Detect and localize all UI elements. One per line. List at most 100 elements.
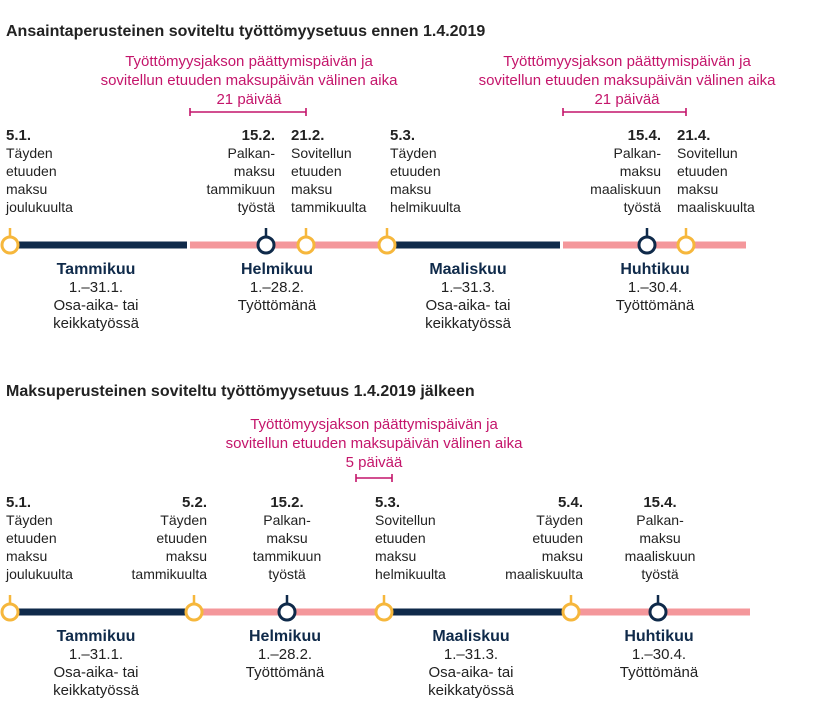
month-detail-line: 1.–31.3.	[441, 279, 495, 296]
event-description-line: tammikuun	[253, 548, 321, 564]
month-detail-line: keikkatyössä	[425, 315, 512, 332]
month-name: Huhtikuu	[620, 261, 689, 278]
event-description-line: Täyden	[6, 145, 53, 161]
event-date: 5.4.	[558, 494, 583, 511]
event-date: 5.1.	[6, 127, 31, 144]
event-description-line: etuuden	[6, 530, 57, 546]
event-date: 15.4.	[628, 127, 661, 144]
event-date: 5.2.	[182, 494, 207, 511]
event-description-line: etuuden	[677, 163, 728, 179]
event-description-line: maksu	[375, 548, 416, 564]
event-label: 5.4.Täyden etuuden maksu maaliskuulta	[505, 494, 583, 582]
benefit-payment-marker	[296, 235, 316, 255]
month-name: Helmikuu	[241, 261, 313, 278]
event-description-line: Sovitellun	[677, 145, 738, 161]
event-description-line: maaliskuulta	[677, 199, 755, 215]
month-detail-line: keikkatyössä	[428, 682, 515, 699]
interval-annotation: Työttömyysjakson päättymispäivän ja sovit…	[479, 53, 776, 116]
interval-days-label: 21 päivää	[594, 91, 660, 108]
interval-days-label: 21 päivää	[216, 91, 282, 108]
event-date: 5.3.	[390, 127, 415, 144]
event-description-line: maksu	[291, 181, 332, 197]
month-detail-line: Osa-aika- tai	[53, 297, 138, 314]
month-detail-line: keikkatyössä	[53, 315, 140, 332]
event-description-line: joulukuulta	[5, 566, 73, 582]
event-date: 5.1.	[6, 494, 31, 511]
event-date: 15.4.	[643, 494, 676, 511]
section-title: Ansaintaperusteinen soviteltu työttömyys…	[6, 23, 485, 40]
event-description-line: maaliskuun	[625, 548, 696, 564]
event-description-line: maaliskuulta	[505, 566, 583, 582]
event-description-line: työstä	[624, 199, 662, 215]
event-description-line: maksu	[166, 548, 207, 564]
benefit-payment-marker	[0, 602, 20, 622]
event-date: 15.2.	[270, 494, 303, 511]
event-description-line: Täyden	[6, 512, 53, 528]
event-description-line: etuuden	[291, 163, 342, 179]
event-description-line: Palkan-	[636, 512, 684, 528]
month-detail-line: 1.–31.1.	[69, 646, 123, 663]
event-label: 15.2.Palkan-maksu tammikuun työstä	[207, 127, 276, 215]
month-detail-line: 1.–30.4.	[628, 279, 682, 296]
event-description-line: työstä	[641, 566, 679, 582]
interval-annotation: Työttömyysjakson päättymispäivän ja sovit…	[226, 416, 524, 482]
event-description-line: Täyden	[390, 145, 437, 161]
event-description-line: maksu	[390, 181, 431, 197]
event-description-line: etuuden	[390, 163, 441, 179]
interval-label-line: sovitellun etuuden maksupäivän välinen a…	[226, 435, 524, 452]
month-detail-line: 1.–28.2.	[258, 646, 312, 663]
section-after-2019: Maksuperusteinen soviteltu työttömyysetu…	[0, 383, 750, 699]
event-description-line: maksu	[542, 548, 583, 564]
month-name: Tammikuu	[57, 261, 136, 278]
month-detail-line: keikkatyössä	[53, 682, 140, 699]
benefit-payment-marker	[184, 602, 204, 622]
month-detail-line: 1.–30.4.	[632, 646, 686, 663]
event-date: 21.2.	[291, 127, 324, 144]
salary-payment-marker	[277, 602, 297, 622]
event-description-line: Sovitellun	[291, 145, 352, 161]
benefit-payment-marker	[561, 602, 581, 622]
salary-payment-marker	[648, 602, 668, 622]
event-description-line: maaliskuun	[590, 181, 661, 197]
event-description-line: tammikuulta	[132, 566, 208, 582]
month-name: Maaliskuu	[432, 628, 509, 645]
interval-label-line: Työttömyysjakson päättymispäivän ja	[125, 53, 373, 70]
event-description-line: Sovitellun	[375, 512, 436, 528]
interval-days-label: 5 päivää	[346, 454, 403, 471]
month-detail-line: 1.–31.1.	[69, 279, 123, 296]
event-description-line: Palkan-	[614, 145, 662, 161]
event-label: 5.3.Täyden etuuden maksu helmikuulta	[390, 127, 461, 215]
interval-label-line: sovitellun etuuden maksupäivän välinen a…	[101, 72, 399, 89]
month-detail-line: 1.–28.2.	[250, 279, 304, 296]
event-description-line: maksu	[6, 181, 47, 197]
month-detail-line: Työttömänä	[246, 664, 325, 681]
event-label: 5.2.Täyden etuuden maksu tammikuulta	[132, 494, 208, 582]
month-detail-line: Työttömänä	[616, 297, 695, 314]
event-description-line: maksu	[677, 181, 718, 197]
event-description-line: joulukuulta	[5, 199, 73, 215]
month-name: Tammikuu	[57, 628, 136, 645]
month-name: Huhtikuu	[624, 628, 693, 645]
event-label: 5.1.Täyden etuuden maksu joulukuulta	[5, 494, 73, 582]
month-detail-line: Työttömänä	[620, 664, 699, 681]
event-description-line: työstä	[268, 566, 306, 582]
benefit-payment-marker	[0, 235, 20, 255]
month-detail-line: 1.–31.3.	[444, 646, 498, 663]
event-description-line: helmikuulta	[390, 199, 461, 215]
event-label: 5.3.Sovitellun etuuden maksu helmikuulta	[375, 494, 446, 582]
event-description-line: tammikuulta	[291, 199, 367, 215]
event-description-line: työstä	[238, 199, 276, 215]
interval-label-line: Työttömyysjakson päättymispäivän ja	[503, 53, 751, 70]
month-detail-line: Työttömänä	[238, 297, 317, 314]
month-detail-line: Osa-aika- tai	[425, 297, 510, 314]
section-title: Maksuperusteinen soviteltu työttömyysetu…	[6, 383, 475, 400]
event-description-line: Täyden	[536, 512, 583, 528]
event-description-line: helmikuulta	[375, 566, 446, 582]
month-name: Maaliskuu	[429, 261, 506, 278]
